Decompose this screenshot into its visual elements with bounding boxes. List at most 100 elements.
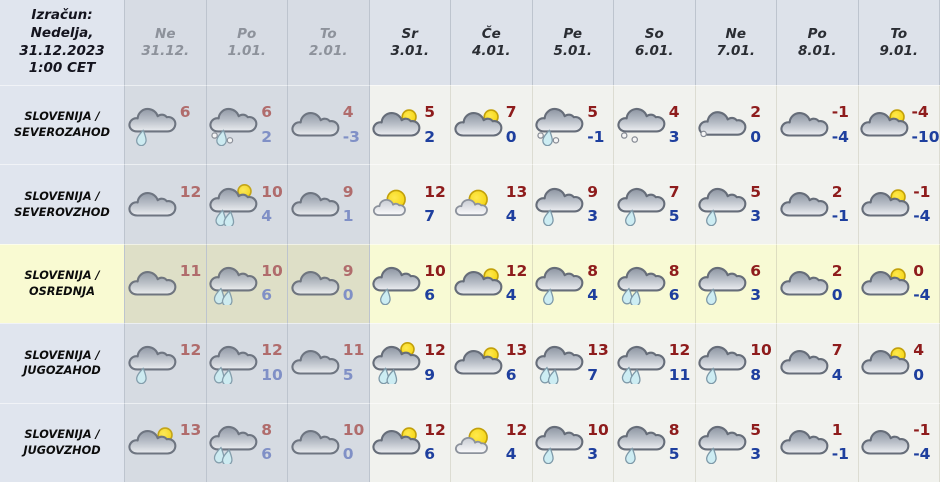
temps: 10 4 bbox=[261, 182, 285, 226]
cloud-icon bbox=[290, 104, 342, 146]
cloud-icon bbox=[127, 184, 179, 226]
temp-high: 8 bbox=[668, 261, 680, 280]
forecast-cell: 11 5 bbox=[288, 323, 370, 403]
rain-cloud-icon bbox=[534, 422, 586, 464]
temp-low: 5 bbox=[342, 365, 354, 384]
temp-high: 10 bbox=[750, 341, 772, 360]
region-label-line: SLOVENIJA / bbox=[24, 427, 100, 441]
forecast-cell: 0 -4 bbox=[858, 243, 940, 324]
day-date: 3.01. bbox=[390, 42, 429, 59]
temps: -1 -4 bbox=[913, 184, 937, 225]
rain2-cloud-icon bbox=[616, 263, 668, 305]
temps: 12 7 bbox=[424, 182, 448, 226]
temp-low: 0 bbox=[342, 445, 354, 464]
forecast-cell: 1 -1 bbox=[777, 402, 859, 482]
temp-high: 10 bbox=[261, 182, 283, 201]
day-name: To bbox=[319, 25, 337, 42]
temp-high: 2 bbox=[831, 182, 843, 201]
temps: 12 11 bbox=[669, 343, 693, 383]
forecast-cell: 12 bbox=[125, 323, 207, 403]
rain2-cloud-icon bbox=[616, 342, 668, 385]
temps: 1 -1 bbox=[832, 422, 856, 463]
temp-high: 2 bbox=[831, 261, 843, 280]
temp-low: 2 bbox=[424, 127, 436, 146]
temp-low: 11 bbox=[668, 365, 691, 384]
temp-high: 8 bbox=[261, 420, 273, 439]
temp-high: 7 bbox=[505, 103, 517, 122]
forecast-cell: 10 8 bbox=[695, 323, 777, 403]
sun-cloud-icon bbox=[453, 184, 505, 226]
cloud-sun-icon bbox=[453, 342, 505, 384]
rain2-cloud-icon bbox=[534, 342, 586, 385]
temp-low: 3 bbox=[750, 445, 762, 464]
temp-high: 6 bbox=[179, 103, 191, 122]
temp-low: 4 bbox=[831, 365, 843, 384]
temp-low: 7 bbox=[587, 365, 599, 384]
rain-cloud-icon bbox=[534, 263, 586, 305]
forecast-cell: -1 -4 bbox=[858, 164, 940, 244]
region-label-line: JUGOVZHOD bbox=[23, 443, 101, 457]
day-date: 2.01. bbox=[309, 42, 348, 59]
rain-cloud-icon bbox=[697, 263, 749, 305]
temp-low: 4 bbox=[505, 445, 517, 464]
cloud-icon bbox=[779, 422, 831, 464]
region-label-line: SEVEROVZHOD bbox=[14, 205, 110, 219]
temp-high: 5 bbox=[750, 420, 762, 439]
temp-low: 7 bbox=[424, 207, 436, 226]
temps: 11 bbox=[180, 263, 204, 304]
temps: 4 -3 bbox=[343, 105, 367, 145]
temp-high: 5 bbox=[587, 103, 599, 122]
day-date: 5.01. bbox=[553, 42, 592, 59]
calc-header-line: Nedelja, bbox=[30, 24, 94, 41]
day-date: 9.01. bbox=[879, 42, 918, 59]
forecast-cell: 10 6 bbox=[369, 243, 451, 324]
region-label-3: SLOVENIJA / JUGOZAHOD bbox=[0, 323, 125, 403]
forecast-cell: -1 -4 bbox=[858, 402, 940, 482]
temp-high: 12 bbox=[505, 420, 528, 439]
temp-high: 6 bbox=[750, 261, 762, 280]
sun-cloud-icon bbox=[371, 184, 423, 226]
temps: -1 -4 bbox=[913, 422, 937, 463]
shower-sun-cloud-icon bbox=[371, 342, 423, 385]
temp-low: 4 bbox=[261, 207, 273, 226]
region-label-2: SLOVENIJA / OSREDNJA bbox=[0, 243, 125, 324]
cloud-sun-icon bbox=[859, 104, 911, 146]
light-snow-cloud-icon bbox=[697, 104, 749, 146]
day-name: Sr bbox=[401, 25, 418, 42]
temps: 12 9 bbox=[424, 343, 448, 383]
forecast-cell: 12 10 bbox=[206, 323, 288, 403]
temp-low: 6 bbox=[424, 445, 436, 464]
forecast-cell: 12 4 bbox=[451, 243, 533, 324]
day-header-1: Po 1.01. bbox=[206, 0, 288, 85]
forecast-cell: 6 bbox=[125, 85, 207, 165]
temp-high: 12 bbox=[424, 182, 446, 201]
temps: 10 6 bbox=[424, 263, 448, 304]
temp-high: 5 bbox=[750, 182, 762, 201]
day-date: 31.12. bbox=[141, 42, 190, 59]
temp-low: 3 bbox=[587, 207, 599, 226]
cloud-icon bbox=[127, 263, 179, 305]
forecast-cell: 13 6 bbox=[451, 323, 533, 403]
temps: 12 4 bbox=[506, 263, 530, 304]
temp-high: 0 bbox=[913, 261, 925, 280]
region-label-line: JUGOZAHOD bbox=[23, 364, 101, 378]
